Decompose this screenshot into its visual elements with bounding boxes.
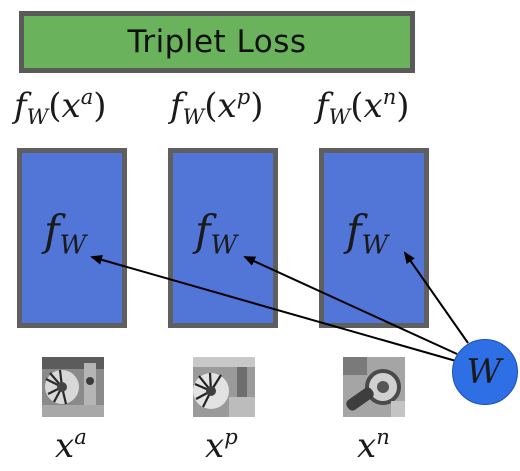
arrow-to-anchor-network bbox=[90, 254, 457, 362]
shared-weights-label: W bbox=[466, 352, 502, 392]
network-box-positive bbox=[168, 148, 278, 328]
output-label-anchor: fW(xa) bbox=[14, 84, 107, 129]
output-label-negative: fW(xn) bbox=[316, 84, 410, 129]
network-label-anchor: fW bbox=[44, 206, 87, 261]
network-box-anchor bbox=[17, 148, 127, 328]
triplet-loss-label: Triplet Loss bbox=[127, 24, 307, 60]
output-label-positive: fW(xp) bbox=[170, 84, 264, 129]
anchor-image-patch bbox=[42, 357, 104, 417]
negative-image-patch bbox=[343, 357, 405, 417]
triplet-loss-box: Triplet Loss bbox=[19, 11, 415, 73]
input-label-positive: xp bbox=[205, 424, 238, 467]
input-label-anchor: xa bbox=[55, 424, 87, 467]
network-label-positive: fW bbox=[195, 206, 238, 261]
arrow-to-negative-network bbox=[403, 251, 469, 344]
input-label-negative: xn bbox=[357, 424, 390, 467]
positive-image-patch bbox=[193, 357, 255, 417]
arrow-to-positive-network bbox=[243, 256, 458, 355]
network-label-negative: fW bbox=[346, 206, 389, 261]
shared-weights-node: W bbox=[452, 339, 518, 405]
network-box-negative bbox=[319, 148, 429, 328]
